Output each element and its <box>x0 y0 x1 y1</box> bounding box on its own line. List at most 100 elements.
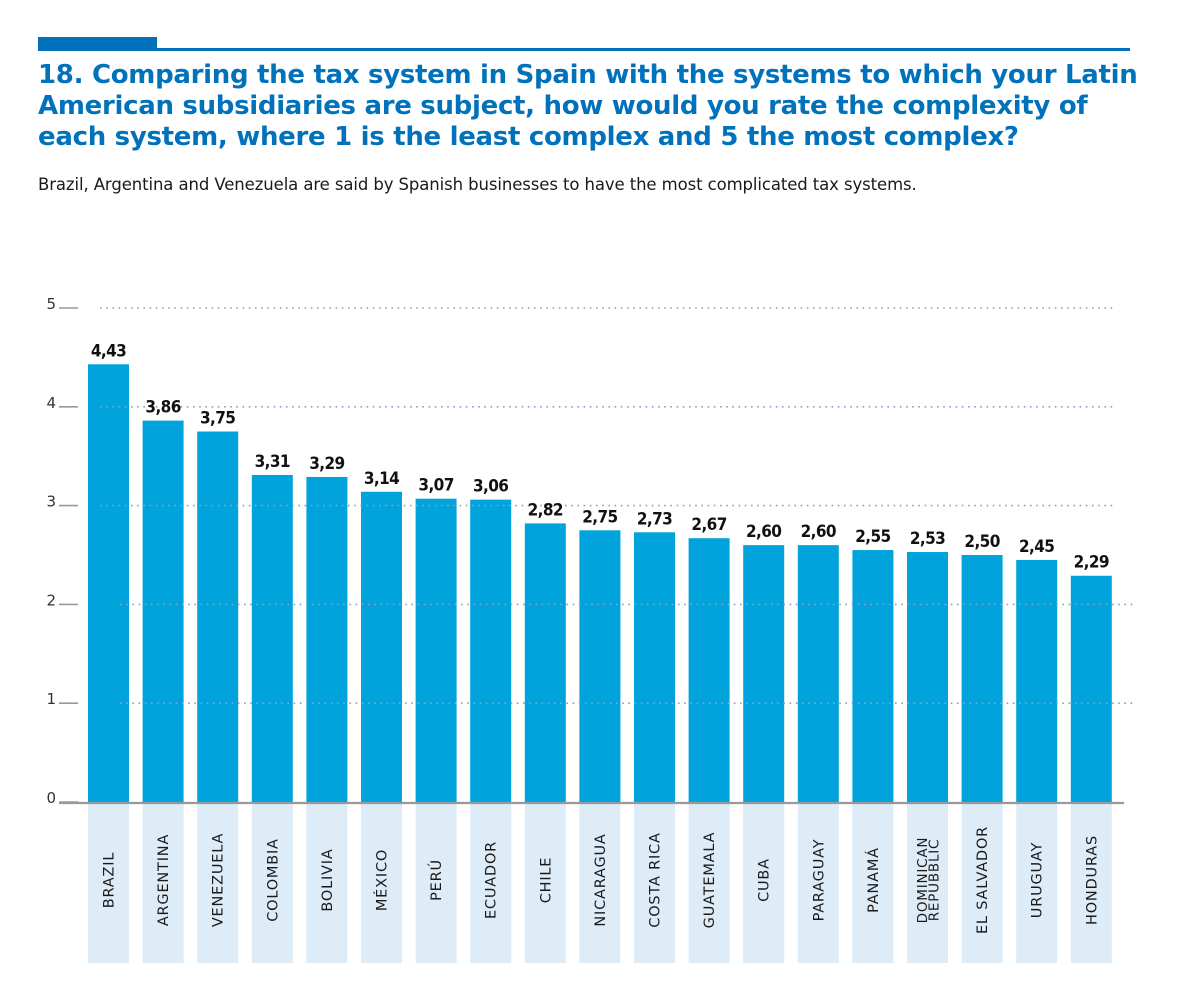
category-label-bg <box>634 804 675 963</box>
bar <box>1070 575 1112 802</box>
category-label-bg <box>1016 804 1058 963</box>
category-label: BRAZIL <box>102 852 118 908</box>
value-label: 2,82 <box>528 500 563 520</box>
category-label-text: ECUADOR <box>484 841 500 919</box>
category-label: PERÚ <box>427 859 445 901</box>
category-label: COSTA RICA <box>648 832 664 927</box>
category-label-bg <box>88 804 129 963</box>
category-label-text: CUBA <box>757 858 773 902</box>
bar <box>306 476 348 802</box>
category-label-bg <box>1070 804 1112 963</box>
category-label-text: COLOMBIA <box>265 838 281 922</box>
value-label: 3,86 <box>145 398 180 418</box>
category-label-text: NICARAGUA <box>593 833 609 926</box>
category-label: CUBA <box>757 858 773 902</box>
value-labels: 4,43 3,86 3,75 3,31 3,29 3,14 3,07 3,06 2,82 2,75… <box>91 341 1110 573</box>
bar <box>743 545 785 802</box>
category-label-bg <box>961 804 1003 963</box>
value-label: 2,53 <box>910 529 945 549</box>
category-label: PANAMÁ <box>865 847 882 913</box>
bar <box>797 545 839 802</box>
category-labels: BRAZIL ARGENTINA VENEZUELA COLOMBIA BOLIVIA M… <box>102 826 1101 934</box>
category-label-text: BRAZIL <box>102 852 118 908</box>
y-tick-label: 4 <box>46 394 56 412</box>
y-tick-label: 5 <box>46 295 56 313</box>
category-label: ARGENTINA <box>156 834 172 926</box>
value-label: 4,43 <box>91 341 126 361</box>
category-label-bg <box>852 804 894 963</box>
value-label: 2,67 <box>691 515 726 535</box>
value-label: 2,55 <box>855 527 890 547</box>
chart-subtitle: Brazil, Argentina and Venezuela are said… <box>38 175 917 194</box>
question-number: 18. <box>38 60 84 90</box>
category-label: CHILE <box>538 857 554 904</box>
category-label-text: GUATEMALA <box>702 832 718 929</box>
category-label-text: DOMINICAN <box>915 837 931 924</box>
category-label-backgrounds <box>88 804 1112 963</box>
value-label: 3,29 <box>309 454 344 474</box>
value-label: 2,50 <box>964 532 999 552</box>
gridlines <box>100 307 1135 705</box>
category-label-bg <box>142 804 184 963</box>
category-label-bg <box>524 804 566 963</box>
category-label-bg <box>743 804 785 963</box>
bar <box>197 431 239 802</box>
category-label-bg <box>361 804 402 963</box>
y-tick-label: 0 <box>46 789 56 807</box>
category-label-bg <box>579 804 621 963</box>
category-label-text: PARAGUAY <box>811 839 827 922</box>
value-label: 2,75 <box>582 507 617 527</box>
category-label: NICARAGUA <box>593 833 609 926</box>
category-label: COLOMBIA <box>265 838 281 922</box>
category-label-text: COSTA RICA <box>648 832 664 927</box>
category-label-bg <box>415 804 457 963</box>
value-label: 3,75 <box>200 409 235 429</box>
category-label-text: BOLIVIA <box>320 848 336 911</box>
bar <box>251 474 293 802</box>
category-label-text: HONDURAS <box>1084 835 1100 925</box>
bar <box>688 538 730 802</box>
category-label: PARAGUAY <box>811 839 827 922</box>
value-label: 3,14 <box>364 469 399 489</box>
bar <box>361 491 402 802</box>
y-tick-label: 2 <box>46 591 56 609</box>
category-label: ECUADOR <box>484 841 500 919</box>
category-label-bg <box>797 804 839 963</box>
chart-title: 18. Comparing the tax system in Spain wi… <box>38 60 1138 153</box>
value-label: 2,45 <box>1019 537 1054 557</box>
bar <box>961 555 1003 802</box>
category-label-bg <box>470 804 512 963</box>
bar <box>524 523 566 802</box>
value-label: 2,60 <box>746 522 781 542</box>
category-label-bg <box>306 804 348 963</box>
bar <box>415 498 457 802</box>
bar <box>470 499 512 802</box>
category-label: BOLIVIA <box>320 848 336 911</box>
category-label-bg <box>197 804 239 963</box>
category-label: URUGUAY <box>1030 842 1046 918</box>
category-label-bg <box>907 804 948 963</box>
y-tick-label: 1 <box>46 690 56 708</box>
category-label-text: PANAMÁ <box>865 847 882 913</box>
category-label: EL SALVADOR <box>975 826 991 934</box>
bar <box>579 530 621 802</box>
category-label-text: ARGENTINA <box>156 834 172 926</box>
category-label: HONDURAS <box>1084 835 1100 925</box>
category-label-text: MÉXICO <box>374 849 391 911</box>
category-label-text: VENEZUELA <box>211 833 227 927</box>
y-axis: 0 1 2 3 4 5 <box>46 295 1124 807</box>
value-label: 2,29 <box>1074 553 1109 573</box>
category-label: GUATEMALA <box>702 832 718 929</box>
category-label-bg <box>251 804 293 963</box>
category-label-bg <box>688 804 730 963</box>
category-label-text: CHILE <box>538 857 554 904</box>
category-label: VENEZUELA <box>211 833 227 927</box>
value-label: 2,73 <box>637 509 672 529</box>
value-label: 3,31 <box>255 452 290 472</box>
category-label: MÉXICO <box>374 849 391 911</box>
value-label: 3,06 <box>473 477 508 497</box>
category-label-text: PERÚ <box>427 859 445 901</box>
bar <box>852 550 894 802</box>
question-text: Comparing the tax system in Spain with t… <box>38 60 1138 152</box>
